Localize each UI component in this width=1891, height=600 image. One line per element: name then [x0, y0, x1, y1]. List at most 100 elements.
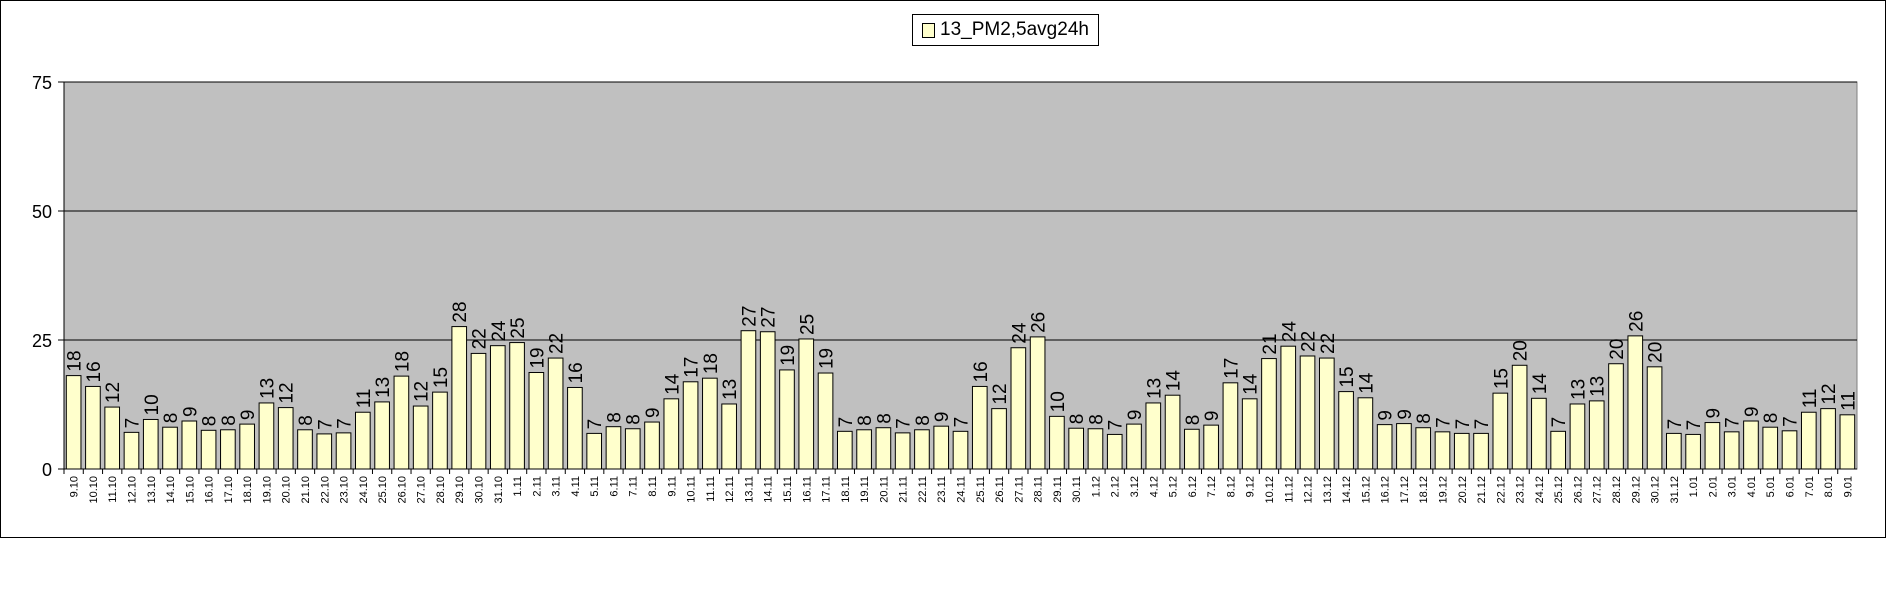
x-tick-label: 26.12 — [1572, 476, 1584, 504]
data-label: 9 — [1742, 406, 1763, 417]
data-label: 27 — [759, 307, 780, 328]
x-tick-label: 17.11 — [821, 476, 833, 503]
data-label: 12 — [412, 381, 433, 402]
y-tick-label: 50 — [32, 202, 52, 222]
data-label: 13 — [1588, 376, 1609, 397]
chart-legend: 13_PM2,5avg24h — [912, 14, 1099, 46]
x-tick-label: 28.10 — [435, 476, 447, 504]
data-label: 12 — [990, 383, 1011, 404]
x-tick-label: 21.11 — [898, 476, 910, 503]
x-tick-label: 27.12 — [1592, 476, 1604, 504]
data-label: 12 — [277, 382, 298, 403]
bar — [798, 338, 815, 470]
x-tick-label: 16.11 — [801, 476, 813, 503]
x-tick-label: 30.10 — [474, 476, 486, 504]
x-tick-label: 19.10 — [261, 476, 273, 504]
data-label: 13 — [1568, 379, 1589, 400]
bar — [759, 331, 776, 470]
data-label: 7 — [1106, 420, 1127, 431]
bar — [817, 372, 834, 470]
data-label: 14 — [1241, 373, 1262, 395]
x-tick-label: 7.11 — [628, 476, 640, 497]
data-label: 22 — [470, 328, 491, 349]
data-label: 8 — [855, 415, 876, 426]
data-label: 8 — [161, 413, 182, 424]
data-label: 9 — [1395, 409, 1416, 420]
bar — [104, 406, 121, 470]
data-label: 13 — [373, 377, 394, 398]
x-tick-label: 10.12 — [1264, 476, 1276, 504]
data-label: 10 — [142, 394, 163, 415]
bar — [1511, 364, 1528, 470]
bar-chart: 0 25 50 75 18 9.10 16 10.10 12 11.10 7 12.10 10 13.10… — [32, 73, 1859, 504]
x-tick-label: 20.10 — [281, 476, 293, 504]
x-tick-label: 4.11 — [570, 476, 582, 497]
bar — [335, 432, 352, 470]
data-label: 9 — [932, 412, 953, 423]
data-label: 8 — [1761, 413, 1782, 424]
x-tick-label: 16.12 — [1380, 476, 1392, 504]
bar — [605, 426, 622, 470]
x-tick-label: 2.11 — [531, 476, 543, 497]
bar — [374, 401, 390, 470]
x-tick-label: 3.11 — [551, 476, 563, 497]
x-tick-label: 17.10 — [223, 476, 235, 504]
x-tick-label: 8.12 — [1225, 476, 1237, 497]
bar — [1357, 397, 1374, 470]
legend-label: 13_PM2,5avg24h — [940, 19, 1089, 40]
data-label: 24 — [489, 320, 510, 342]
x-tick-label: 5.12 — [1168, 476, 1180, 497]
x-tick-label: 30.11 — [1071, 476, 1083, 503]
x-tick-label: 7.12 — [1206, 476, 1218, 497]
data-label: 28 — [450, 301, 471, 322]
data-label: 8 — [1086, 414, 1107, 425]
bar — [1743, 420, 1759, 470]
x-tick-label: 11.10 — [107, 476, 119, 503]
bar — [1222, 382, 1239, 470]
x-tick-label: 24.11 — [956, 476, 968, 503]
data-label: 16 — [971, 361, 992, 382]
x-tick-label: 23.12 — [1515, 476, 1527, 504]
data-label: 15 — [1491, 368, 1512, 389]
data-label: 21 — [1260, 333, 1281, 354]
data-label: 7 — [315, 419, 336, 430]
x-tick-label: 22.12 — [1495, 476, 1507, 504]
data-label: 9 — [1703, 408, 1724, 419]
bar — [1492, 392, 1509, 470]
x-tick-label: 28.11 — [1033, 476, 1045, 503]
x-tick-label: 13.11 — [743, 476, 755, 503]
bar — [316, 433, 333, 470]
bar — [65, 375, 82, 470]
data-label: 22 — [1318, 333, 1339, 354]
x-tick-label: 5.01 — [1765, 476, 1777, 497]
x-tick-label: 9.11 — [666, 476, 678, 497]
bar — [162, 426, 178, 470]
data-label: 7 — [335, 418, 356, 429]
x-tick-label: 1.11 — [512, 476, 524, 497]
x-tick-label: 11.12 — [1283, 476, 1295, 503]
bar — [432, 391, 448, 470]
bar — [856, 429, 872, 470]
bar — [682, 381, 699, 470]
data-label: 15 — [1337, 366, 1358, 387]
data-label: 22 — [1299, 331, 1320, 352]
x-tick-label: 25.10 — [377, 476, 389, 504]
data-label: 8 — [913, 415, 934, 426]
data-label: 19 — [817, 348, 838, 369]
bar — [1762, 426, 1779, 470]
bar — [721, 403, 737, 470]
data-label: 7 — [952, 417, 973, 428]
x-tick-label: 24.12 — [1534, 476, 1546, 504]
data-label: 14 — [662, 373, 683, 395]
x-tick-label: 26.11 — [994, 476, 1006, 503]
x-tick-label: 23.10 — [339, 476, 351, 504]
data-label: 10 — [1048, 391, 1069, 412]
data-label: 7 — [836, 417, 857, 428]
bar — [489, 345, 506, 470]
data-label: 15 — [431, 367, 452, 388]
x-tick-label: 3.01 — [1727, 476, 1739, 497]
data-label: 7 — [1665, 419, 1686, 430]
data-label: 17 — [682, 357, 703, 378]
y-tick-label: 0 — [42, 460, 52, 480]
bar — [1338, 391, 1354, 470]
